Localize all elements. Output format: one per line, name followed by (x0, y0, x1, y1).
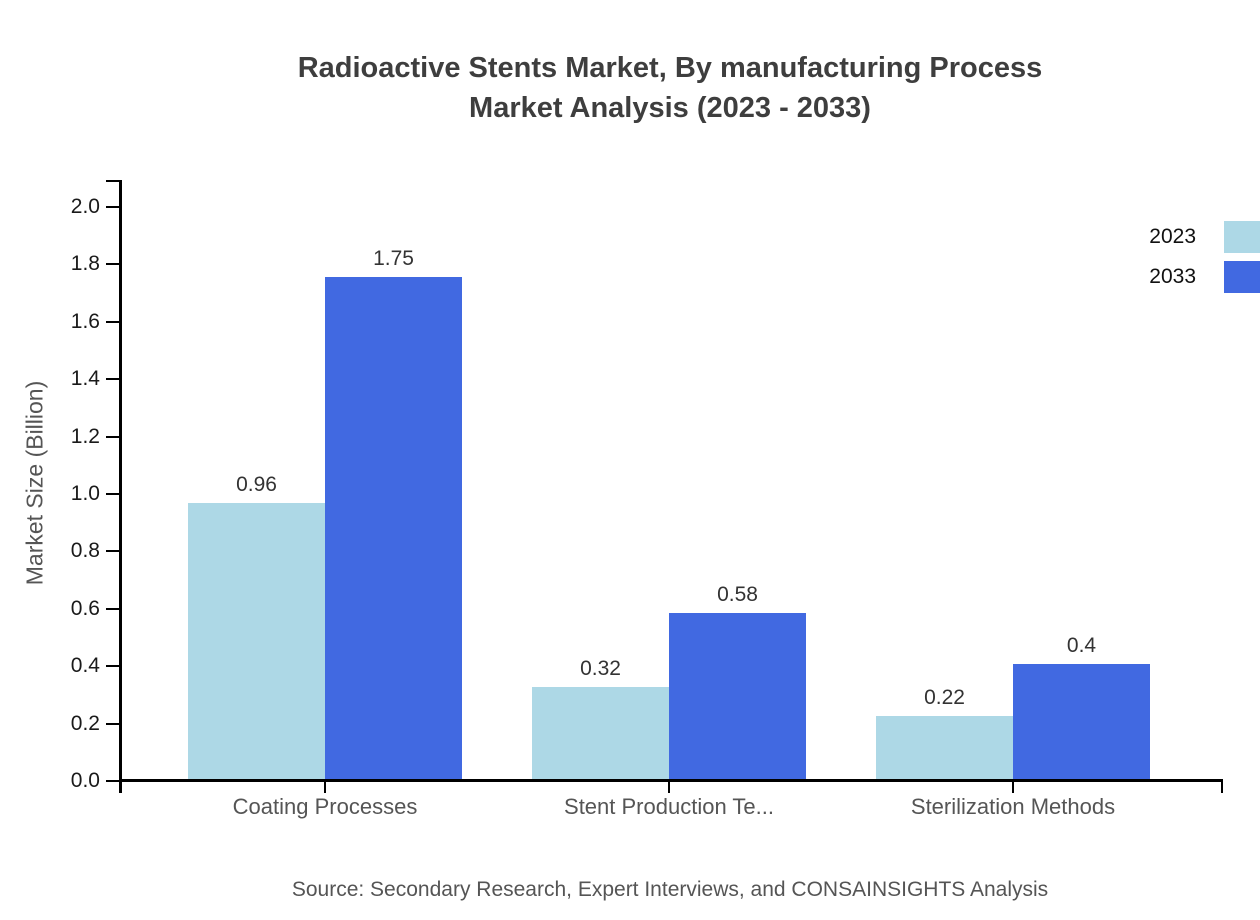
y-axis-tick-label: 2.0 (70, 195, 100, 218)
legend-swatch-2023[interactable] (1224, 221, 1260, 253)
x-axis-category-label: Sterilization Methods (910, 794, 1116, 819)
legend-label-2023[interactable]: 2023 (1149, 225, 1196, 248)
y-axis-tick-label: 0.2 (70, 711, 100, 735)
bar-value-label: 0.32 (580, 657, 621, 680)
bar-value-label: 0.58 (717, 583, 758, 606)
y-axis-tick (106, 550, 119, 553)
y-axis-tick (106, 665, 119, 668)
y-axis-tick (106, 378, 119, 381)
bar-value-label: 0.4 (1066, 634, 1097, 657)
y-axis-tick-label: 0.6 (70, 596, 100, 620)
legend-label-2033[interactable]: 2033 (1149, 265, 1196, 288)
bar-2033-stent-production-te- (669, 613, 806, 779)
y-axis-line (119, 180, 122, 793)
bar-value-label: 0.96 (236, 473, 277, 496)
x-axis-category-label: Coating Processes (232, 794, 418, 819)
x-axis-tick (119, 782, 121, 793)
y-axis-tick-label: 0.0 (70, 769, 100, 792)
y-axis-tick (106, 263, 119, 266)
chart-title-line2: Market Analysis (2023 - 2033) (469, 92, 871, 124)
bar-2023-sterilization-methods (876, 716, 1013, 779)
chart-title-line1: Radioactive Stents Market, By manufactur… (297, 52, 1043, 84)
y-axis-tick-label: 1.6 (70, 309, 100, 333)
x-axis-tick (1221, 782, 1223, 793)
x-axis-tick (324, 782, 326, 793)
y-axis-tick (106, 206, 119, 208)
x-axis-tick (1012, 782, 1014, 793)
chart-title: Radioactive Stents Market, By manufactur… (118, 48, 1222, 128)
source-note: Source: Secondary Research, Expert Inter… (291, 878, 1049, 901)
y-axis-tick-label: 1.4 (70, 367, 100, 391)
bar-value-label: 1.75 (373, 247, 414, 270)
y-axis-end-tick (106, 180, 119, 182)
y-axis-tick (106, 722, 119, 725)
bar-2023-coating-processes (188, 503, 325, 779)
y-axis-tick-label: 1.2 (70, 424, 100, 448)
y-axis-tick (106, 320, 119, 323)
y-axis-tick (106, 493, 119, 495)
bar-2033-coating-processes (325, 277, 462, 779)
legend-swatch-2033[interactable] (1224, 261, 1260, 293)
y-axis-tick (106, 780, 119, 782)
y-axis-tick-label: 0.8 (70, 539, 100, 563)
y-axis-tick (106, 607, 119, 610)
bar-2033-sterilization-methods (1013, 664, 1150, 779)
y-axis-tick-label: 1.8 (70, 252, 100, 276)
x-axis-category-label: Stent Production Te... (564, 794, 774, 819)
x-axis-tick (668, 782, 670, 793)
y-axis-tick-label: 1.0 (70, 482, 100, 505)
y-axis-tick (106, 435, 119, 438)
y-axis-tick-label: 0.4 (70, 654, 100, 678)
bar-value-label: 0.22 (924, 686, 965, 709)
x-axis-line (119, 779, 1223, 782)
bar-2023-stent-production-te- (532, 687, 669, 779)
